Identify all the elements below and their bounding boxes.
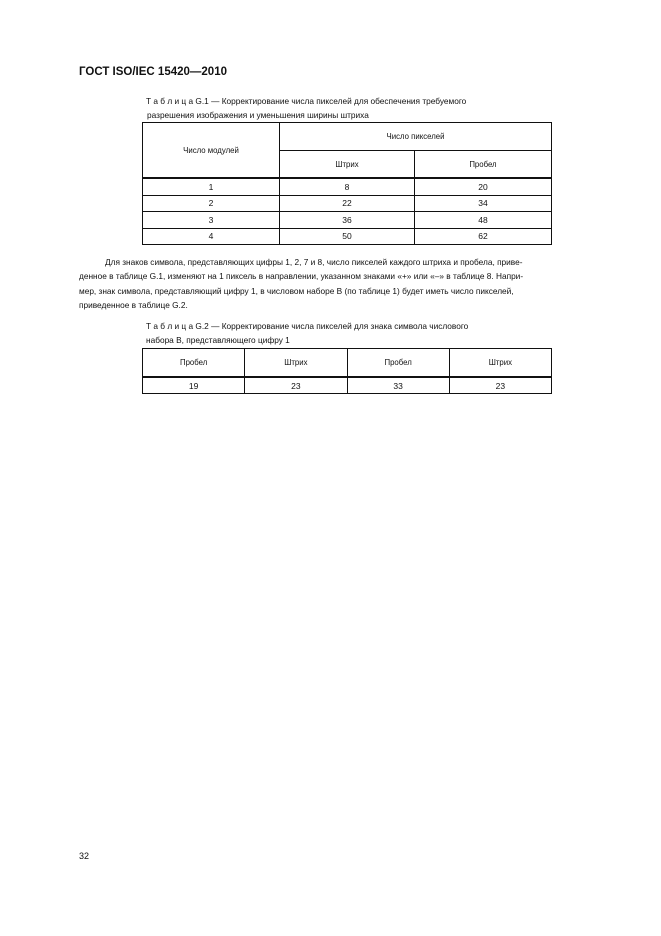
cell: 8 <box>279 177 415 196</box>
page-number: 32 <box>79 851 90 861</box>
cell: 33 <box>346 376 450 394</box>
table-g2: Пробел Штрих Пробел Штрих 19 23 33 23 <box>141 348 553 394</box>
cell: 23 <box>448 376 553 394</box>
header-cell: Пробел <box>141 348 246 378</box>
table-row: 4 50 62 <box>142 227 553 245</box>
cell: 19 <box>141 376 246 394</box>
cell: 23 <box>244 376 348 394</box>
table-row: 3 36 48 <box>142 211 553 229</box>
caption-line: Т а б л и ц а G.2 — Корректирование числ… <box>146 321 469 331</box>
paragraph-line: мер, знак символа, представляющий цифру … <box>79 285 514 296</box>
cell: 4 <box>142 227 280 245</box>
table-row: 1 8 20 <box>142 177 553 196</box>
paragraph-line: приведенное в таблице G.2. <box>79 299 188 310</box>
header-bar: Штрих <box>279 150 415 179</box>
table-g1: Число модулей Число пикселей Штрих Пробе… <box>142 122 553 245</box>
document-title: ГОСТ ISO/IEC 15420—2010 <box>79 66 227 78</box>
cell: 34 <box>413 194 553 212</box>
paragraph-line: денное в таблице G.1, изменяют на 1 пикс… <box>79 271 524 282</box>
cell: 50 <box>279 227 415 245</box>
paragraph-line: Для знаков символа, представляющих цифры… <box>105 257 523 267</box>
cell: 22 <box>279 194 415 212</box>
table-row: 2 22 34 <box>142 194 553 212</box>
cell: 20 <box>413 177 553 196</box>
caption-line: разрешения изображения и уменьшения шири… <box>147 110 369 120</box>
table1-caption: Т а б л и ц а G.1 — Корректирование числ… <box>146 94 466 122</box>
table2-caption: Т а б л и ц а G.2 — Корректирование числ… <box>146 319 468 347</box>
header-space: Пробел <box>413 150 553 179</box>
cell: 2 <box>142 194 280 212</box>
caption-line: Т а б л и ц а G.1 — Корректирование числ… <box>146 96 467 106</box>
header-cell: Штрих <box>244 348 348 378</box>
header-cell: Штрих <box>448 348 553 378</box>
cell: 3 <box>142 211 280 229</box>
cell: 48 <box>413 211 553 229</box>
header-cell: Пробел <box>346 348 450 378</box>
header-modules: Число модулей <box>142 122 280 179</box>
cell: 36 <box>279 211 415 229</box>
body-paragraph: Для знаков символа, представляющих цифры… <box>79 255 582 312</box>
cell: 62 <box>413 227 553 245</box>
cell: 1 <box>142 177 280 196</box>
header-pixels: Число пикселей <box>279 122 552 151</box>
table-row: 19 23 33 23 <box>141 376 553 394</box>
caption-line: набора В, представляющего цифру 1 <box>146 335 290 345</box>
